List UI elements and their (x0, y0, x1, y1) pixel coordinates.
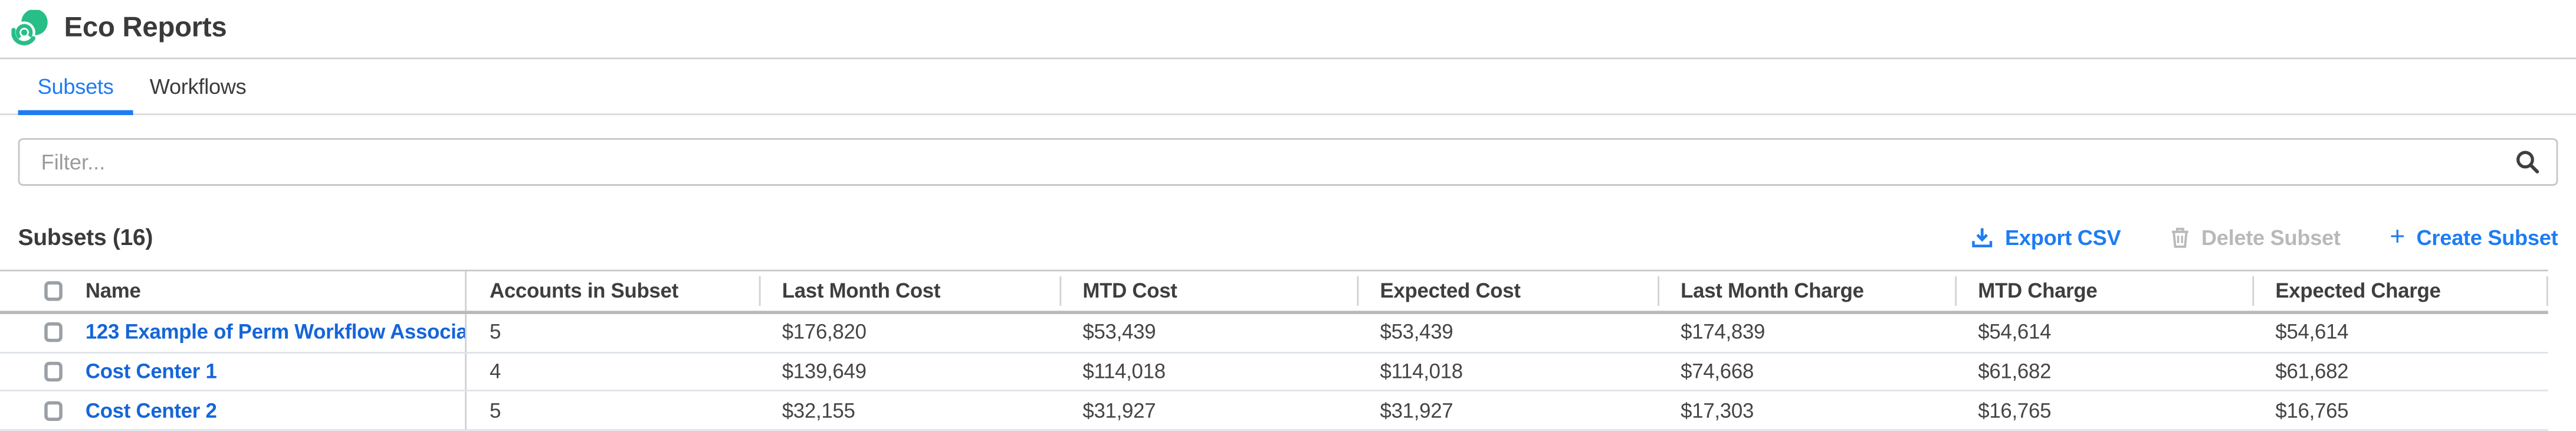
plus-icon: + (2390, 223, 2406, 251)
row-checkbox[interactable] (44, 400, 63, 421)
header-cell-last-month-charge: Last Month Charge (1658, 272, 1955, 311)
search-icon[interactable] (2515, 149, 2540, 174)
cell-expected-cost: $31,927 (1380, 399, 1453, 422)
cell-expected-charge: $61,682 (2275, 360, 2349, 384)
cell-name: Cost Center 2 (0, 391, 467, 430)
column-header-mtd-cost: MTD Cost (1082, 279, 1177, 303)
row-checkbox[interactable] (44, 322, 63, 343)
header-cell-last-month-cost: Last Month Cost (759, 272, 1060, 311)
trash-icon (2171, 227, 2188, 247)
cell-mtd-cost: $114,018 (1082, 360, 1166, 384)
column-header-last-month-cost: Last Month Cost (782, 279, 941, 303)
tab-workflows[interactable]: Workflows (133, 59, 263, 113)
subsets-table: Name Accounts in Subset Last Month Cost … (0, 269, 2548, 431)
table-row[interactable]: Cost Center 1 4 $139,649 $114,018 $114,0… (0, 352, 2548, 392)
header-cell-expected-charge: Expected Charge (2252, 272, 2548, 311)
cell-expected-charge: $16,765 (2275, 399, 2349, 422)
app-header: Eco Reports (0, 0, 2576, 50)
column-header-accounts: Accounts in Subset (489, 279, 678, 303)
cell-accounts: 4 (489, 360, 501, 384)
cell-expected-charge: $54,614 (2275, 321, 2349, 345)
table-row[interactable]: 123 Example of Perm Workflow Association… (0, 314, 2548, 353)
cell-last-month-cost: $32,155 (782, 399, 855, 422)
cell-last-month-charge: $174,839 (1681, 321, 1766, 345)
cell-mtd-cost: $53,439 (1082, 321, 1156, 345)
page-title: Eco Reports (64, 11, 227, 43)
cell-mtd-charge: $54,614 (1978, 321, 2052, 345)
cell-mtd-charge: $61,682 (1978, 360, 2052, 384)
cell-mtd-charge: $16,765 (1978, 399, 2052, 422)
table-header-row: Name Accounts in Subset Last Month Cost … (0, 271, 2548, 314)
cell-last-month-cost: $176,820 (782, 321, 867, 345)
header-cell-accounts: Accounts in Subset (467, 272, 759, 311)
subset-name-link[interactable]: 123 Example of Perm Workflow Association (85, 321, 465, 345)
tab-bar: Subsets Workflows (0, 59, 2576, 115)
delete-subset-label: Delete Subset (2201, 224, 2341, 249)
subset-name-link[interactable]: Cost Center 1 (85, 360, 217, 384)
download-icon (1973, 227, 1993, 247)
header-cell-mtd-charge: MTD Charge (1955, 272, 2252, 311)
cell-last-month-charge: $74,668 (1681, 360, 1754, 384)
toolbar-actions: Export CSV Delete Subset + Create Subset (1972, 223, 2558, 251)
cell-expected-cost: $53,439 (1380, 321, 1453, 345)
tab-subsets-label: Subsets (37, 74, 114, 99)
subsets-count-title: Subsets (16) (18, 223, 153, 250)
column-header-expected-charge: Expected Charge (2275, 279, 2441, 303)
tab-workflows-label: Workflows (149, 74, 247, 99)
cell-name: Cost Center 1 (0, 352, 467, 391)
filter-bar (18, 138, 2558, 186)
column-header-last-month-charge: Last Month Charge (1681, 279, 1864, 303)
cell-mtd-cost: $31,927 (1082, 399, 1156, 422)
cell-accounts: 5 (489, 321, 501, 345)
eco-logo-icon (11, 9, 48, 45)
header-cell-mtd-cost: MTD Cost (1059, 272, 1357, 311)
column-header-expected-cost: Expected Cost (1380, 279, 1521, 303)
export-csv-button[interactable]: Export CSV (1972, 224, 2121, 249)
cell-last-month-charge: $17,303 (1681, 399, 1754, 422)
cell-name: 123 Example of Perm Workflow Association (0, 314, 467, 352)
table-row[interactable]: Cost Center 2 5 $32,155 $31,927 $31,927 … (0, 391, 2548, 431)
create-subset-label: Create Subset (2416, 224, 2558, 249)
export-csv-label: Export CSV (2004, 224, 2121, 249)
delete-subset-button[interactable]: Delete Subset (2170, 224, 2341, 249)
select-all-checkbox[interactable] (44, 281, 63, 301)
cell-last-month-cost: $139,649 (782, 360, 867, 384)
column-header-name: Name (85, 279, 141, 303)
tab-subsets[interactable]: Subsets (18, 59, 133, 115)
column-header-mtd-charge: MTD Charge (1978, 279, 2098, 303)
cell-accounts: 5 (489, 399, 501, 422)
subset-name-link[interactable]: Cost Center 2 (85, 399, 217, 422)
cell-expected-cost: $114,018 (1380, 360, 1463, 384)
row-checkbox[interactable] (44, 361, 63, 382)
subsets-toolbar: Subsets (16) Export CSV Delete Subset + (18, 186, 2558, 250)
header-divider (0, 57, 2576, 60)
filter-input[interactable] (18, 138, 2558, 186)
create-subset-button[interactable]: + Create Subset (2390, 223, 2558, 251)
header-cell-expected-cost: Expected Cost (1357, 272, 1658, 311)
header-cell-name: Name (0, 271, 467, 311)
